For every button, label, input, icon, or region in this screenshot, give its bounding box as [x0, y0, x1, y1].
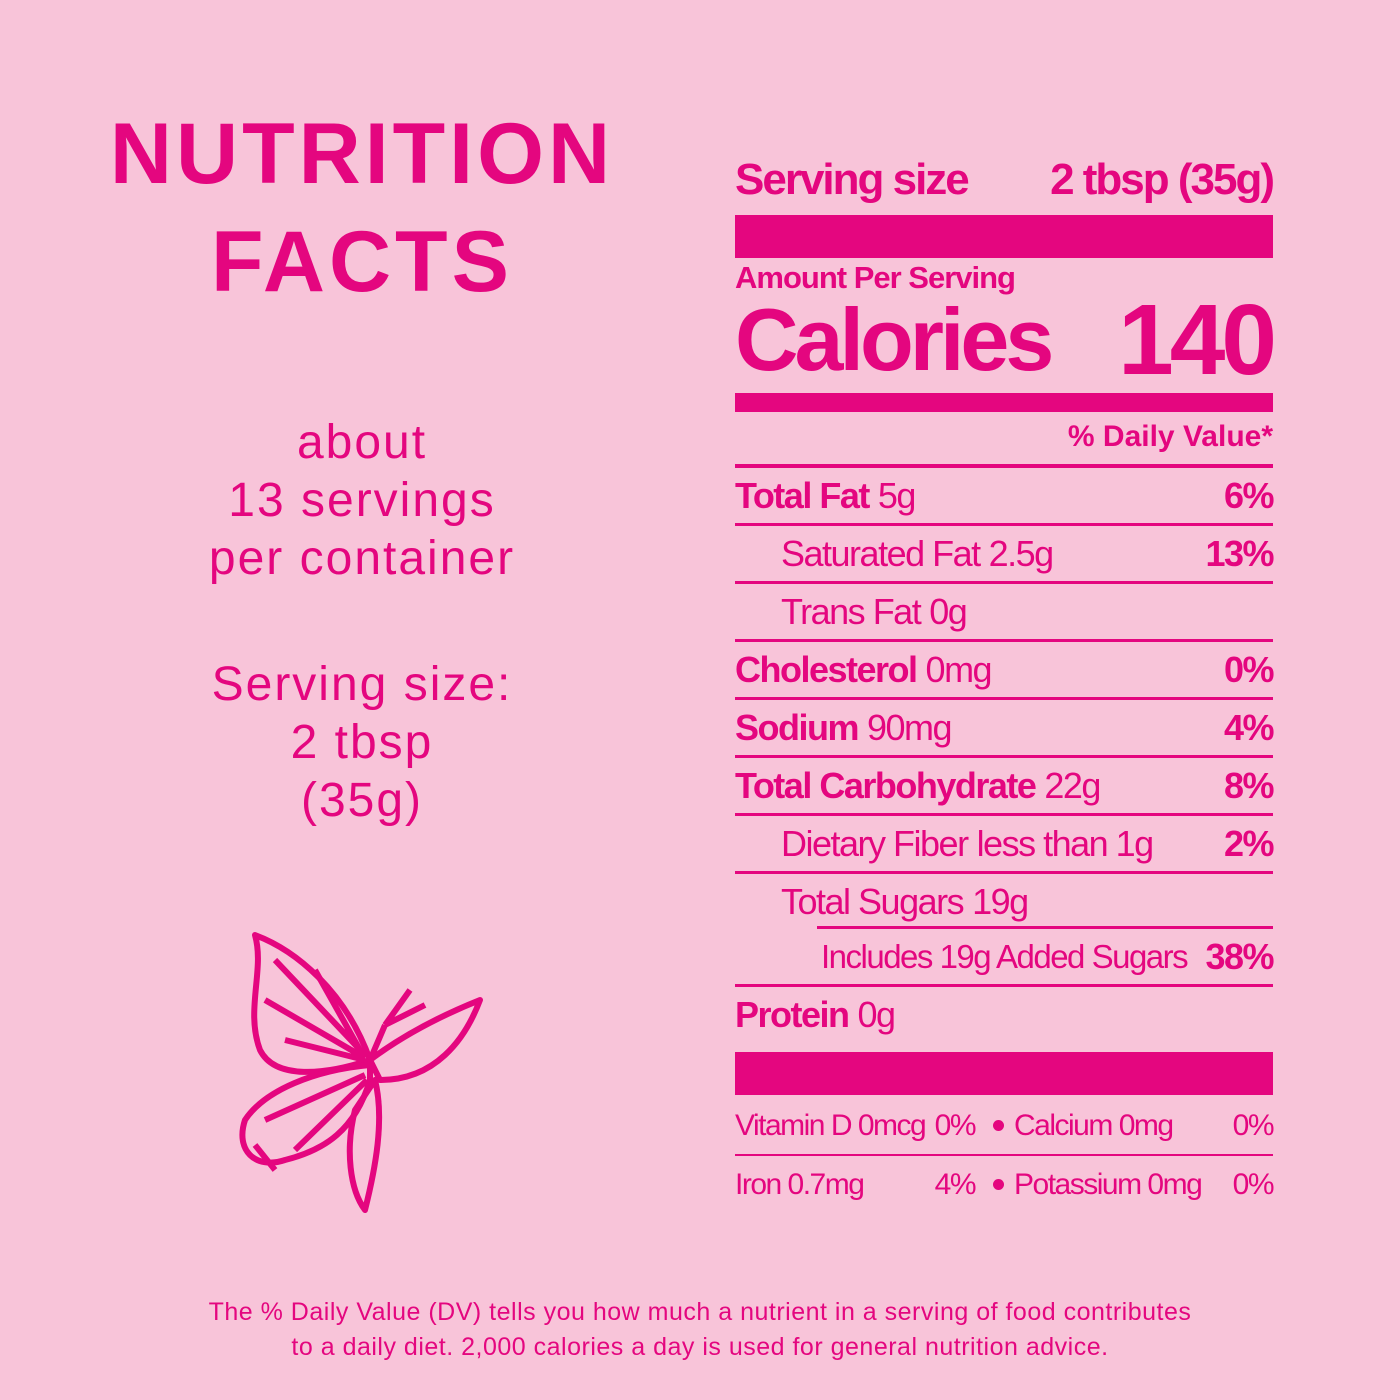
nutrient-row: Dietary Fiber less than 1g 2% — [735, 816, 1275, 874]
nutrient-amount: 5g — [877, 474, 917, 516]
title: NUTRITION FACTS — [100, 100, 624, 316]
nutrient-row: Sodium 90mg 4% — [735, 700, 1275, 758]
vitamin-row: Iron 0.7mg 4% Potassium 0mg 0% — [735, 1156, 1275, 1213]
footnote-line: The % Daily Value (DV) tells you how muc… — [208, 1298, 1192, 1326]
nutrient-name: Saturated Fat — [781, 532, 981, 574]
title-line: NUTRITION — [109, 106, 615, 202]
vitamin-dv: 0% — [1232, 1108, 1275, 1142]
nutrient-row: Total Fat 5g 6% — [735, 468, 1275, 526]
servings-line: 13 servings — [228, 474, 496, 527]
amount-per-serving: Amount Per Serving — [735, 260, 1016, 295]
serving-line: (35g) — [300, 774, 424, 827]
vitamin-name: Vitamin D 0mcg — [735, 1108, 927, 1142]
nutrient-amount: 0g — [929, 590, 968, 632]
footnote: The % Daily Value (DV) tells you how muc… — [0, 1295, 1400, 1365]
serving-line: 2 tbsp — [290, 716, 434, 769]
thick-bar — [735, 215, 1273, 258]
nutrient-name: Total Sugars — [781, 880, 965, 922]
nutrient-name: Trans Fat — [781, 590, 922, 632]
nutrient-amount: less than 1g — [976, 822, 1155, 864]
rule — [735, 464, 1273, 468]
rule — [817, 926, 1273, 929]
nutrient-name: Protein — [735, 993, 850, 1035]
dv-header: % Daily Value* — [1067, 420, 1273, 453]
bullet — [993, 1120, 1004, 1131]
nutrient-dv: 13% — [1205, 532, 1274, 574]
calories-row: Calories 140 — [735, 284, 1277, 396]
nutrient-dv: 8% — [1223, 764, 1275, 806]
nutrient-dv: 4% — [1223, 706, 1275, 748]
nutrient-dv: 6% — [1223, 474, 1275, 516]
serving-size-row: Serving size 2 tbsp (35g) — [735, 150, 1275, 210]
nutrient-name: Cholesterol — [735, 648, 918, 690]
vitamins: Vitamin D 0mcg 0% Calcium 0mg 0% Iron 0.… — [735, 1097, 1275, 1213]
nutrient-name: Sodium — [735, 706, 860, 748]
vitamin-dv: 0% — [934, 1108, 977, 1142]
calories-value: 140 — [1118, 283, 1277, 396]
nutrient-dv: 0% — [1223, 648, 1275, 690]
bullet — [993, 1179, 1004, 1190]
nutrient-amount: 19g — [972, 880, 1029, 922]
nutrient-row: Trans Fat 0g — [735, 584, 1273, 642]
nutrient-row: Total Carbohydrate 22g 8% — [735, 758, 1275, 816]
nutrient-row: Saturated Fat 2.5g 13% — [735, 526, 1274, 584]
vitamin-dv: 4% — [934, 1167, 977, 1201]
thick-bar — [735, 1052, 1273, 1095]
nutrient-name: Total Fat — [735, 474, 870, 516]
servings-line: per container — [208, 532, 516, 585]
nutrient-amount: 90mg — [867, 706, 953, 748]
title-line: FACTS — [211, 214, 513, 310]
nutrient-amount: 2.5g — [988, 532, 1055, 574]
nutrient-amount: 0g — [857, 993, 897, 1035]
vitamin-row: Vitamin D 0mcg 0% Calcium 0mg 0% — [735, 1097, 1275, 1156]
vitamin-name: Potassium 0mg — [1014, 1167, 1203, 1201]
servings-line: about — [296, 416, 428, 469]
serving-size-value: 2 tbsp (35g) — [1050, 155, 1275, 204]
nutrient-amount: 22g — [1044, 764, 1101, 806]
calories-label: Calories — [735, 290, 1054, 389]
vitamin-dv: 0% — [1232, 1167, 1275, 1201]
vitamin-name: Iron 0.7mg — [735, 1167, 865, 1201]
serving-size-label: Serving size — [735, 155, 970, 204]
nutrient-row: Protein 0g — [735, 987, 1273, 1042]
nutrient-name: Dietary Fiber — [781, 822, 969, 864]
nutrient-name: Includes 19g Added Sugars — [821, 937, 1189, 975]
butterfly — [239, 932, 483, 1213]
servings: about 13 servings per container — [100, 414, 624, 588]
serving-size: Serving size: 2 tbsp (35g) — [100, 656, 624, 830]
nutrient-dv: 2% — [1223, 822, 1275, 864]
nutrient-amount: 0mg — [925, 648, 993, 690]
nutrient-name: Total Carbohydrate — [735, 764, 1037, 806]
nutrient-row: Total Sugars 19g — [735, 874, 1273, 929]
nutrients: Total Fat 5g 6% Saturated Fat 2.5g 13% Trans… — [735, 468, 1275, 1042]
footnote-line: to a daily diet. 2,000 calories a day is… — [291, 1333, 1109, 1361]
nutrient-dv: 38% — [1205, 935, 1274, 977]
serving-line: Serving size: — [211, 658, 513, 711]
vitamin-name: Calcium 0mg — [1014, 1108, 1174, 1142]
medium-bar — [735, 393, 1273, 412]
nutrient-row: Includes 19g Added Sugars 38% — [735, 929, 1274, 987]
nutrient-row: Cholesterol 0mg 0% — [735, 642, 1275, 700]
